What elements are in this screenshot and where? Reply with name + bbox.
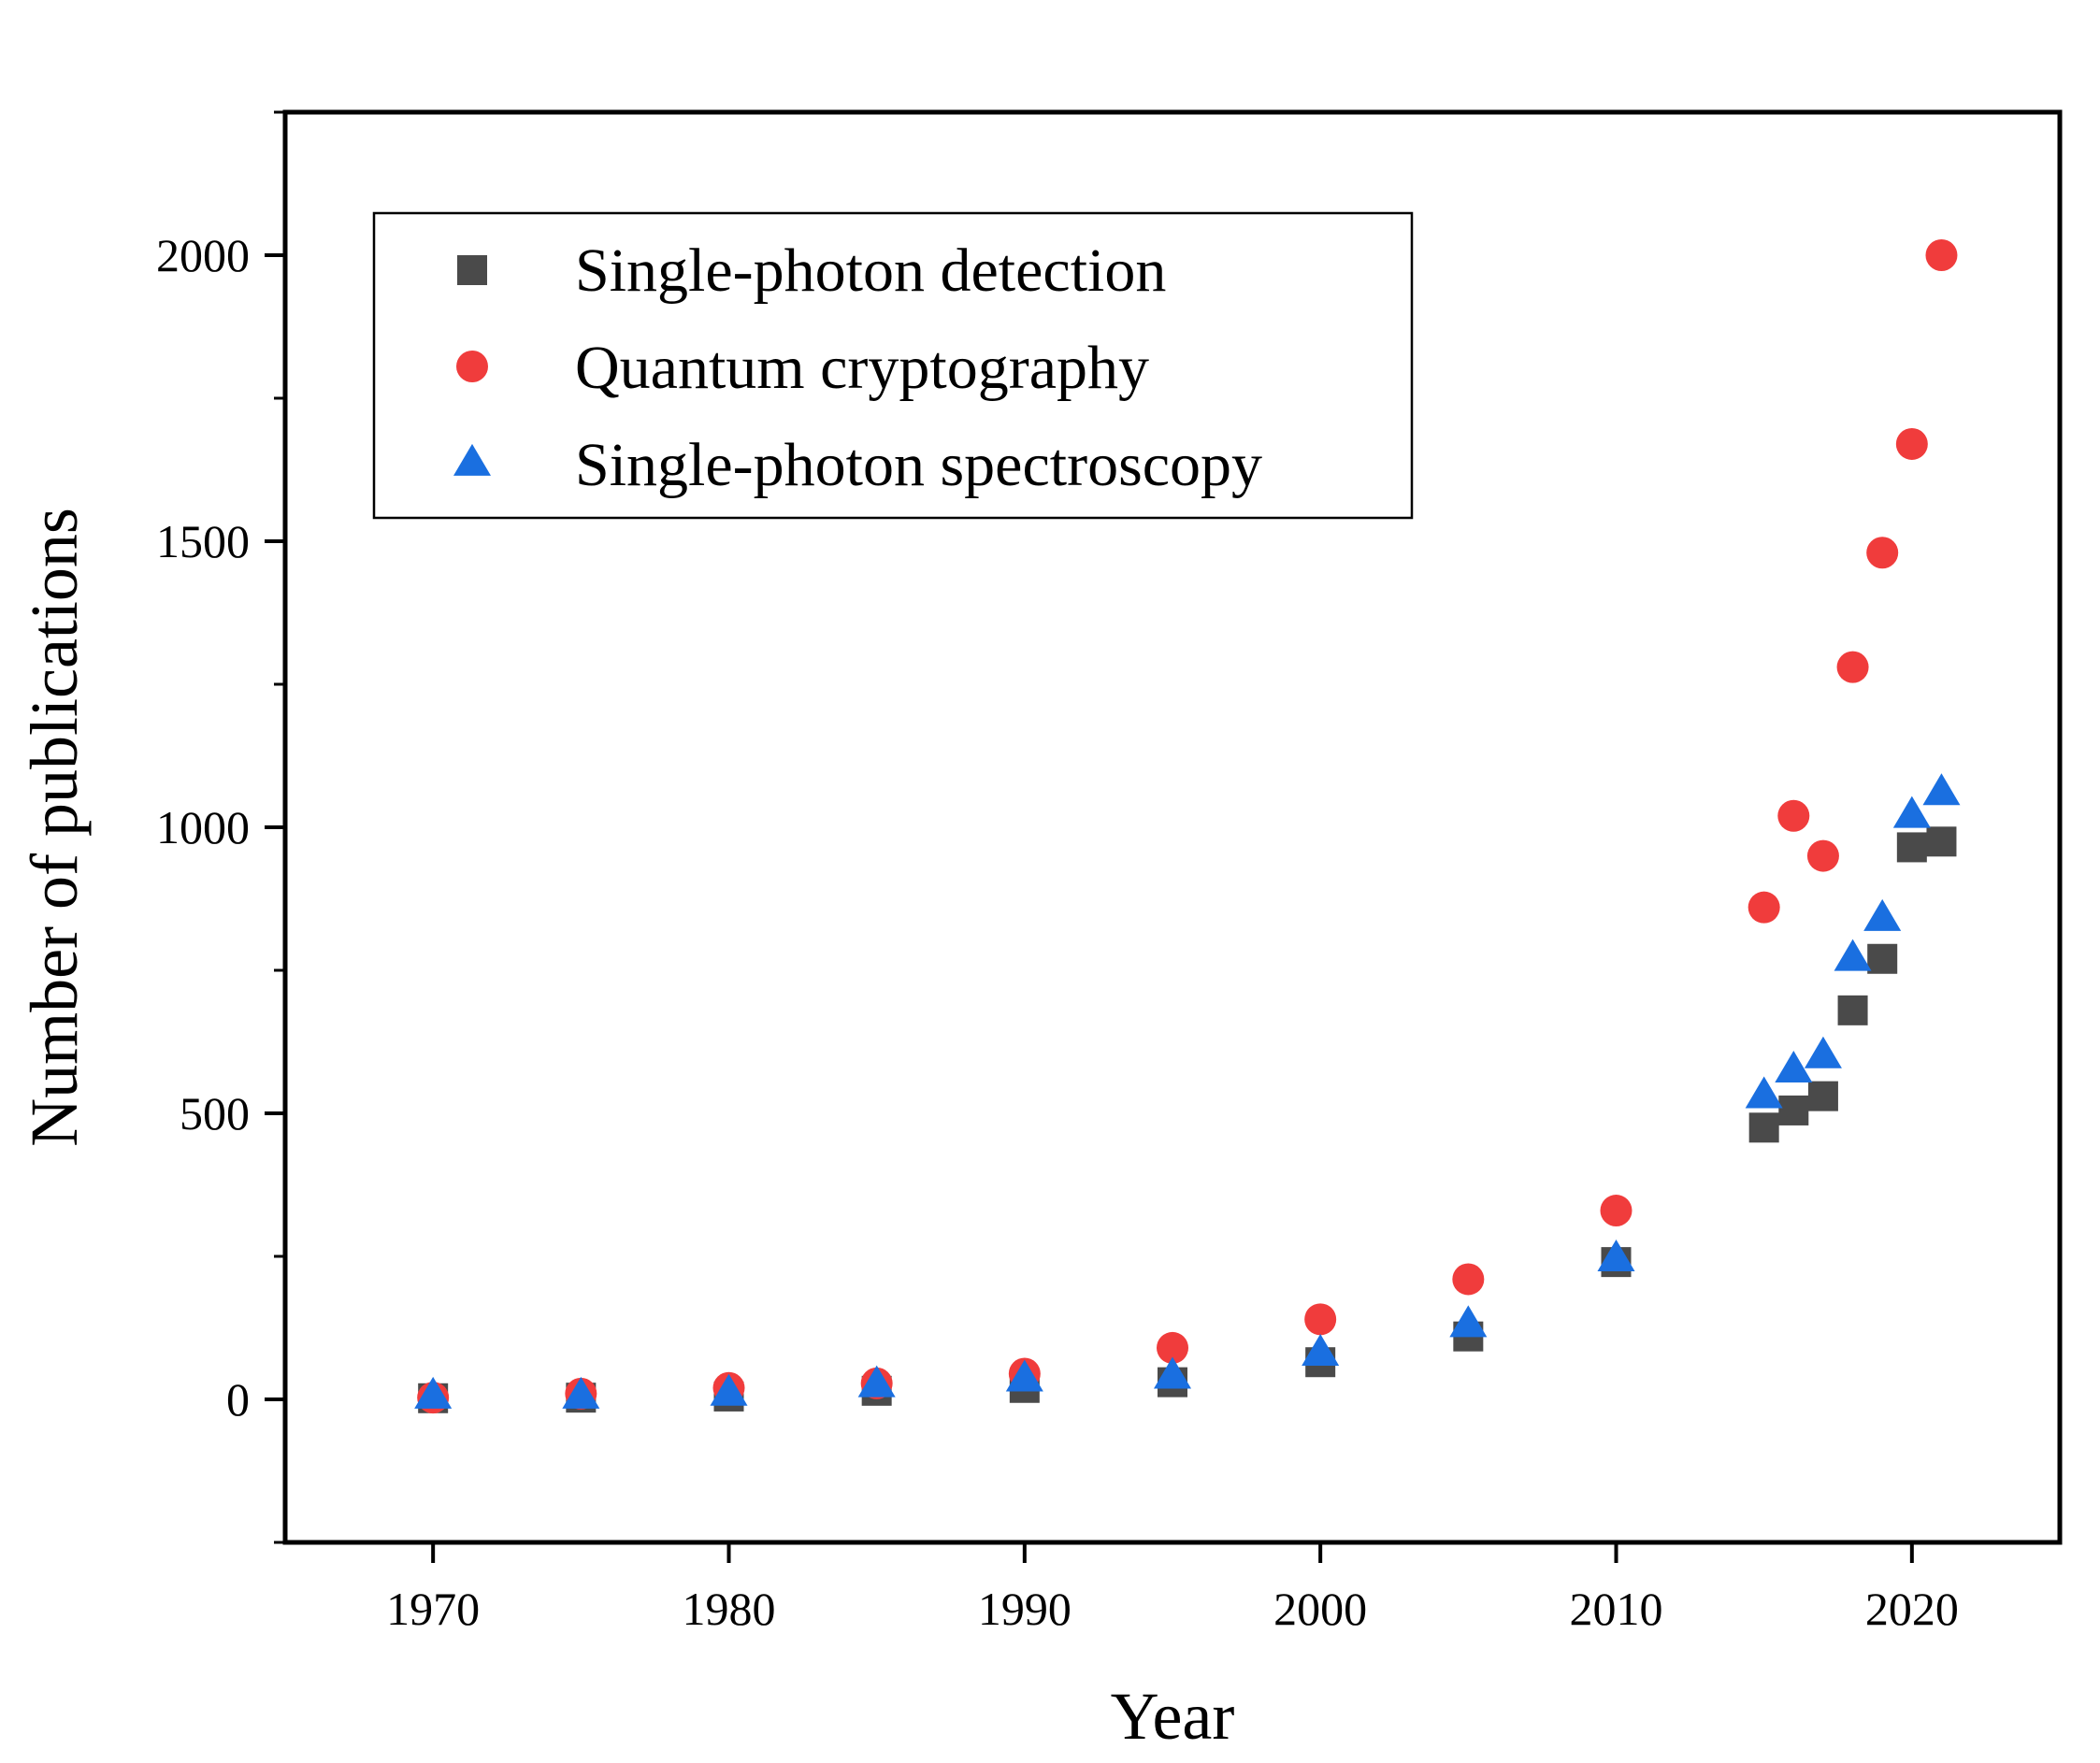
- legend-label-single-photon-spectroscopy: Single-photon spectroscopy: [575, 431, 1262, 499]
- legend: Single-photon detection Quantum cryptogr…: [372, 211, 1414, 520]
- legend-markers: [453, 255, 491, 476]
- axis-ticks: [265, 110, 1914, 1563]
- data-point-triangle: [1154, 1356, 1191, 1389]
- legend-marker-square: [457, 255, 487, 285]
- legend-marker-triangle: [453, 443, 491, 476]
- y-tick-label: 2000: [156, 229, 250, 281]
- data-point-triangle: [710, 1373, 748, 1406]
- data-point-circle: [1836, 651, 1869, 683]
- x-tick-label: 1980: [683, 1583, 776, 1635]
- data-point-triangle: [1745, 1076, 1783, 1109]
- data-point-triangle: [1005, 1359, 1043, 1392]
- data-point-triangle: [1804, 1036, 1842, 1068]
- legend-marker-circle: [456, 351, 488, 382]
- data-point-triangle: [857, 1365, 896, 1398]
- data-point-circle: [1777, 799, 1810, 832]
- data-point-square: [1837, 995, 1868, 1025]
- data-point-square: [1926, 826, 1957, 857]
- data-point-triangle: [414, 1376, 453, 1409]
- y-tick-label: 500: [180, 1087, 250, 1140]
- x-tick-label: 1970: [386, 1583, 480, 1635]
- series-triangle: [414, 773, 1961, 1409]
- data-point-triangle: [562, 1376, 600, 1409]
- data-point-triangle: [1922, 773, 1961, 806]
- data-point-circle: [1866, 537, 1899, 569]
- data-point-square: [1867, 943, 1898, 974]
- data-point-square: [1896, 832, 1927, 863]
- data-point-triangle: [1449, 1305, 1488, 1338]
- data-point-triangle: [1863, 898, 1902, 931]
- data-point-triangle: [1302, 1333, 1340, 1366]
- data-point-circle: [1748, 891, 1780, 924]
- data-points: [414, 239, 1961, 1414]
- x-tick-label: 2020: [1865, 1583, 1959, 1635]
- data-point-circle: [1304, 1303, 1337, 1336]
- legend-label-quantum-cryptography: Quantum cryptography: [575, 334, 1149, 402]
- series-square: [418, 826, 1957, 1413]
- data-point-square: [1778, 1095, 1809, 1125]
- x-tick-label: 2000: [1273, 1583, 1367, 1635]
- data-point-triangle: [1775, 1051, 1813, 1083]
- x-tick-label: 1990: [978, 1583, 1072, 1635]
- data-point-square: [1807, 1081, 1838, 1111]
- x-axis-title: Year: [1111, 1679, 1235, 1754]
- legend-box: [372, 211, 1414, 520]
- data-point-triangle: [1597, 1239, 1635, 1271]
- y-tick-label: 1000: [156, 801, 250, 853]
- data-point-triangle: [1834, 939, 1872, 971]
- data-point-circle: [1600, 1195, 1633, 1227]
- x-tick-label: 2010: [1570, 1583, 1663, 1635]
- data-point-circle: [1452, 1263, 1485, 1296]
- data-point-square: [1748, 1112, 1779, 1143]
- data-point-triangle: [1892, 796, 1931, 828]
- y-axis-title: Number of publications: [17, 508, 92, 1147]
- legend-label-single-photon-detection: Single-photon detection: [575, 236, 1166, 305]
- y-tick-label: 1500: [156, 515, 250, 567]
- data-point-circle: [1806, 839, 1839, 872]
- y-tick-label: 0: [226, 1373, 250, 1426]
- axis-tick-labels: 1970 1980 1990 2000 2010 2020 0 500 1000 1500 2000: [156, 229, 1959, 1635]
- data-point-circle: [1895, 427, 1928, 460]
- data-point-circle: [1925, 239, 1958, 271]
- data-point-circle: [1157, 1331, 1188, 1364]
